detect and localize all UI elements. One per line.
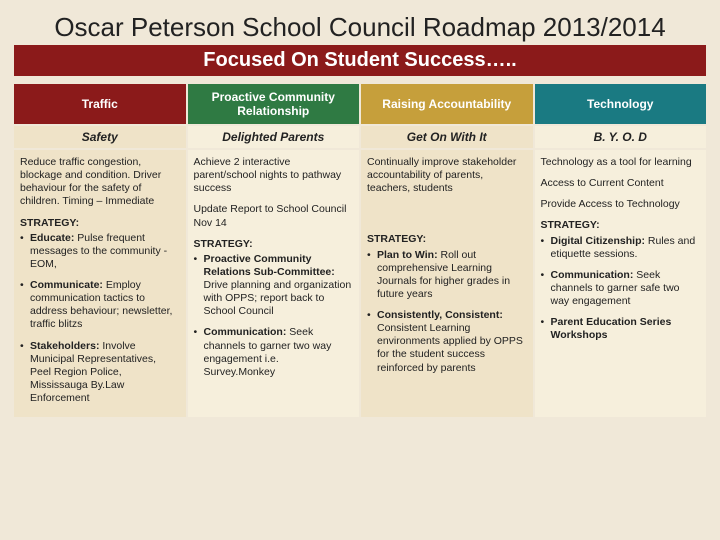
col-subheader-safety: Safety <box>14 126 186 148</box>
col-body-traffic: Reduce traffic congestion, blockage and … <box>14 150 186 417</box>
bullet-lead: Consistently, Consistent: <box>377 309 503 321</box>
roadmap-grid: Traffic Proactive Community Relationship… <box>14 84 706 417</box>
col-subheader-byod: B. Y. O. D <box>535 126 707 148</box>
summary-text-2: Update Report to School Council Nov 14 <box>194 203 354 229</box>
list-item: Communication: Seek channels to garner t… <box>194 326 354 379</box>
summary-text-2: Access to Current Content <box>541 177 701 190</box>
subtitle-band: Focused On Student Success….. <box>14 45 706 76</box>
col-body-technology: Technology as a tool for learning Access… <box>535 150 707 417</box>
list-item: Parent Education Series Workshops <box>541 316 701 342</box>
bullet-list: Educate: Pulse frequent messages to the … <box>20 232 180 406</box>
strategy-label: STRATEGY: <box>194 238 354 251</box>
bullet-lead: Proactive Community Relations Sub-Commit… <box>204 253 335 278</box>
strategy-label: STRATEGY: <box>367 233 527 246</box>
bullet-lead: Stakeholders: <box>30 340 99 352</box>
bullet-lead: Communication: <box>551 269 634 281</box>
roadmap-slide: Oscar Peterson School Council Roadmap 20… <box>0 0 720 540</box>
bullet-text: Consistent Learning environments applied… <box>377 322 523 373</box>
col-body-accountability: Continually improve stakeholder accounta… <box>361 150 533 417</box>
bullet-lead: Educate: <box>30 232 74 244</box>
summary-text: Continually improve stakeholder accounta… <box>367 156 527 195</box>
bullet-list: Plan to Win: Roll out comprehensive Lear… <box>367 249 527 375</box>
list-item: Consistently, Consistent: Consistent Lea… <box>367 309 527 375</box>
bullet-lead: Plan to Win: <box>377 249 438 261</box>
bullet-list: Proactive Community Relations Sub-Commit… <box>194 253 354 379</box>
summary-text-3: Provide Access to Technology <box>541 198 701 211</box>
list-item: Educate: Pulse frequent messages to the … <box>20 232 180 271</box>
bullet-lead: Communicate: <box>30 279 103 291</box>
bullet-lead: Communication: <box>204 326 287 338</box>
list-item: Digital Citizenship: Rules and etiquette… <box>541 235 701 261</box>
page-title: Oscar Peterson School Council Roadmap 20… <box>14 12 706 43</box>
col-header-technology: Technology <box>535 84 707 124</box>
summary-text: Technology as a tool for learning <box>541 156 701 169</box>
col-subheader-parents: Delighted Parents <box>188 126 360 148</box>
list-item: Communicate: Employ communication tactic… <box>20 279 180 332</box>
bullet-lead: Parent Education Series Workshops <box>551 316 672 341</box>
col-header-accountability: Raising Accountability <box>361 84 533 124</box>
bullet-lead: Digital Citizenship: <box>551 235 646 247</box>
col-body-community: Achieve 2 interactive parent/school nigh… <box>188 150 360 417</box>
summary-text: Reduce traffic congestion, blockage and … <box>20 156 180 209</box>
list-item: Stakeholders: Involve Municipal Represen… <box>20 340 180 406</box>
list-item: Communication: Seek channels to garner s… <box>541 269 701 308</box>
col-subheader-getonwithit: Get On With It <box>361 126 533 148</box>
bullet-text: Drive planning and organization with OPP… <box>204 279 352 317</box>
col-header-community: Proactive Community Relationship <box>188 84 360 124</box>
strategy-label: STRATEGY: <box>541 219 701 232</box>
col-header-traffic: Traffic <box>14 84 186 124</box>
summary-text: Achieve 2 interactive parent/school nigh… <box>194 156 354 195</box>
bullet-list: Digital Citizenship: Rules and etiquette… <box>541 235 701 343</box>
list-item: Plan to Win: Roll out comprehensive Lear… <box>367 249 527 302</box>
list-item: Proactive Community Relations Sub-Commit… <box>194 253 354 319</box>
strategy-label: STRATEGY: <box>20 217 180 230</box>
